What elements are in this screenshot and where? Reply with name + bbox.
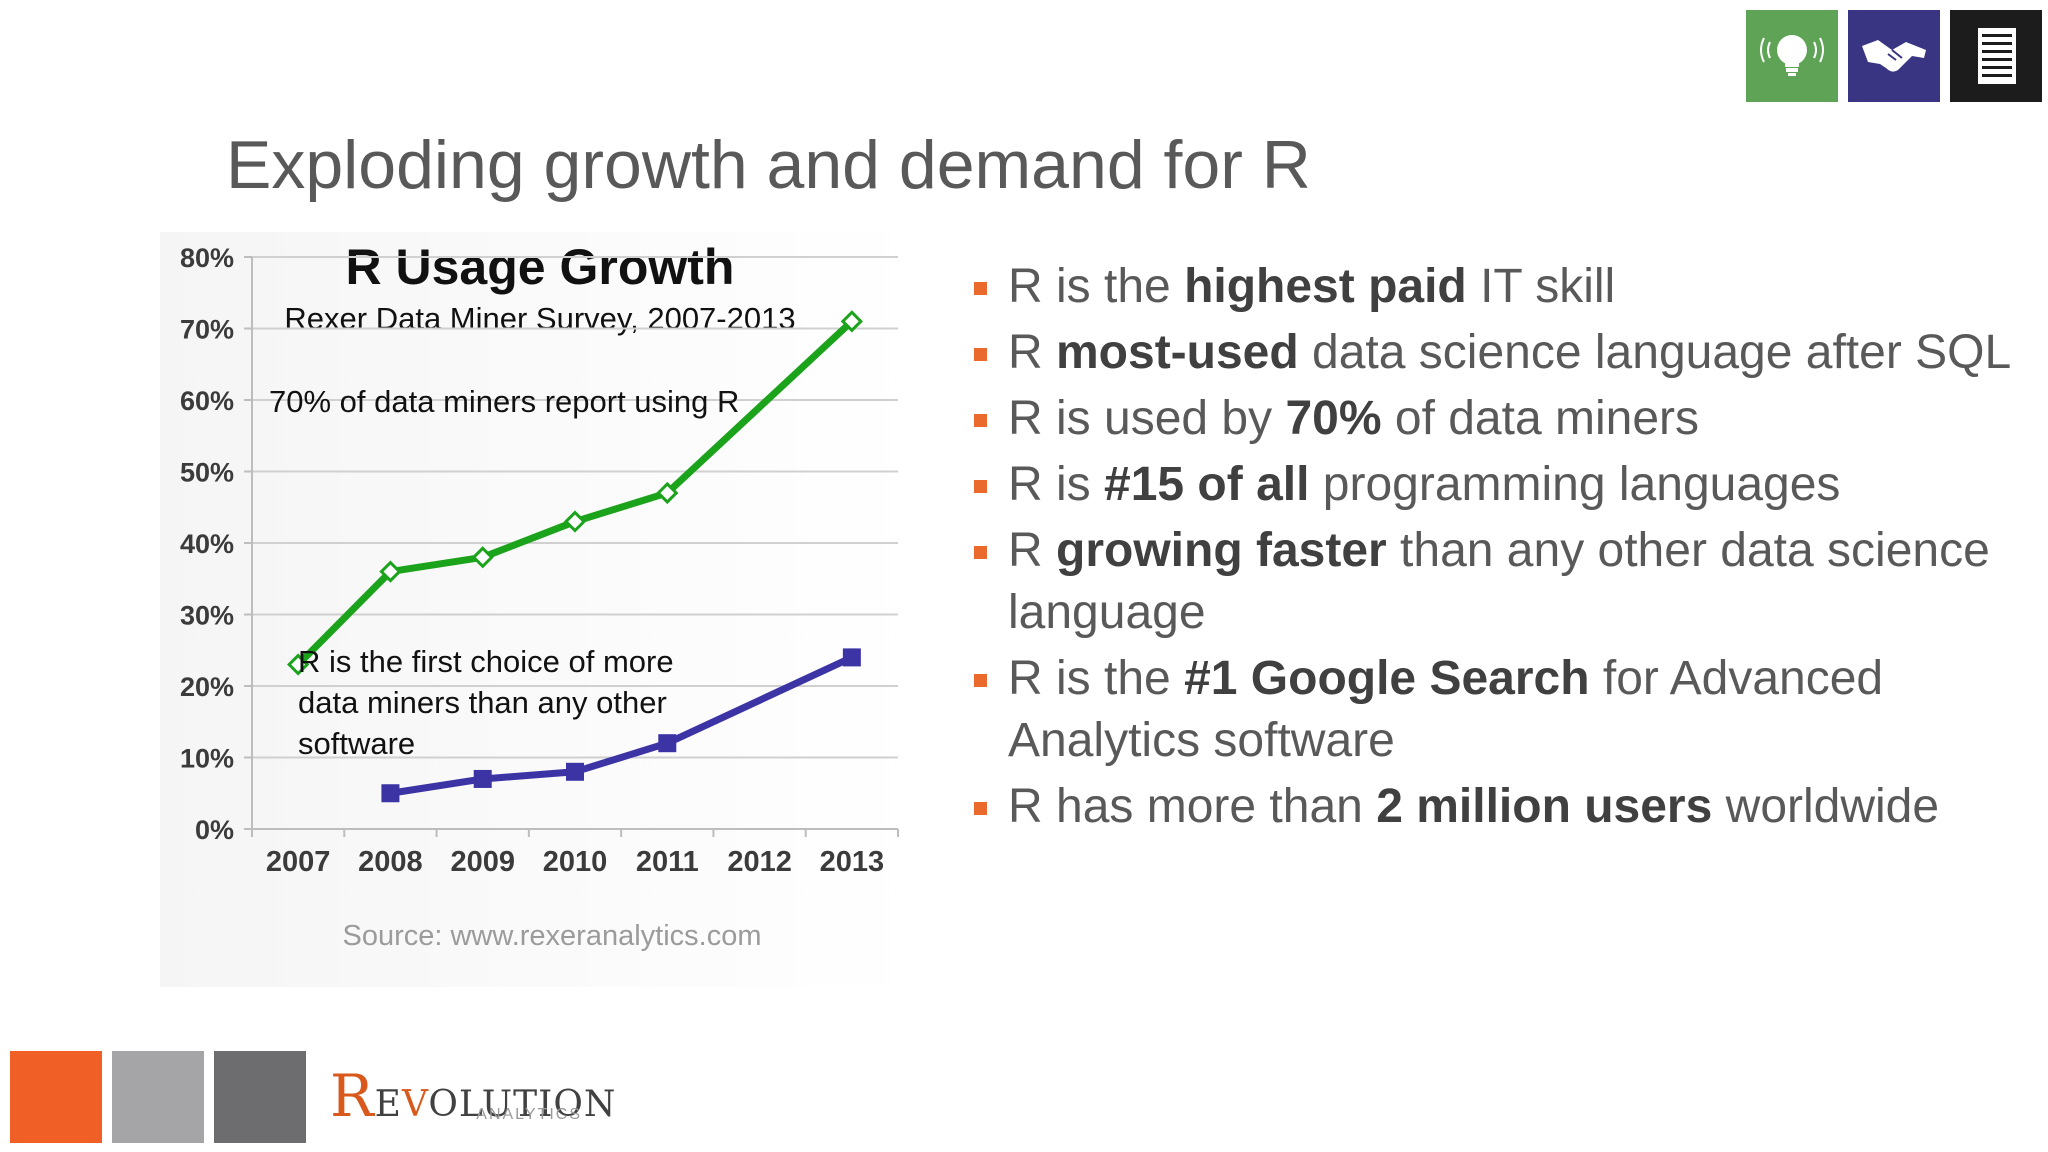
document-icon (1950, 10, 2042, 102)
chart-subtitle: Rexer Data Miner Survey, 2007-2013 (284, 301, 795, 336)
y-tick-label: 60% (180, 386, 234, 416)
bullet-text: R is used by (1008, 392, 1286, 445)
series-1-point (381, 784, 400, 803)
bullet-item: R most-used data science language after … (970, 322, 2030, 384)
chart-annotation: 70% of data miners report using R (269, 384, 739, 419)
bullet-text: R (1008, 524, 1056, 577)
bullet-emphasis: growing faster (1056, 524, 1387, 577)
bullet-marker-icon (974, 480, 987, 493)
bullet-item: R has more than 2 million users worldwid… (970, 776, 2030, 838)
series-0-point (287, 653, 310, 676)
series-1-point (658, 734, 677, 753)
x-tick-label: 2010 (543, 846, 608, 878)
bullet-marker-icon (974, 674, 987, 687)
x-tick-label: 2007 (266, 846, 331, 878)
bullet-marker-icon (974, 546, 987, 559)
bullet-item: R is used by 70% of data miners (970, 388, 2030, 450)
bullet-text: worldwide (1712, 780, 1940, 833)
revolution-analytics-logo: REVOLUTION ANALYTICS (330, 1062, 615, 1142)
chart-annotation: software (298, 726, 415, 761)
footer-square-dark-gray (214, 1051, 306, 1143)
series-0-point (840, 310, 863, 333)
logo-subtitle: ANALYTICS (476, 1106, 582, 1123)
chart-annotation: data miners than any other (298, 685, 667, 720)
bullet-item: R growing faster than any other data sci… (970, 520, 2030, 644)
footer-square-light-gray (112, 1051, 204, 1143)
bullet-item: R is #15 of all programming languages (970, 454, 2030, 516)
x-tick-label: 2012 (727, 846, 792, 878)
y-tick-label: 30% (180, 601, 234, 631)
y-tick-label: 70% (180, 315, 234, 345)
chart-panel: R Usage Growth Rexer Data Miner Survey, 2… (160, 232, 920, 987)
y-tick-label: 40% (180, 529, 234, 559)
chart-title: R Usage Growth (346, 239, 735, 295)
series-0-point (563, 510, 587, 533)
chart-source: Source: www.rexeranalytics.com (342, 920, 761, 952)
bullet-item: R is the #1 Google Search for Advanced A… (970, 648, 2030, 772)
x-tick-label: 2009 (450, 846, 515, 878)
bullet-text: IT skill (1466, 260, 1616, 313)
y-tick-label: 50% (180, 458, 234, 488)
y-tick-label: 0% (195, 815, 234, 845)
bullet-text: R has more than (1008, 780, 1377, 833)
bullet-emphasis: 70% (1285, 392, 1382, 445)
bullet-text: data science language after SQL (1298, 326, 2012, 379)
bullet-list: R is the highest paid IT skill R most-use… (970, 256, 2030, 842)
series-0-line (295, 318, 855, 668)
bullet-item: R is the highest paid IT skill (970, 256, 2030, 318)
y-tick-label: 20% (180, 672, 234, 702)
bullet-text: R (1008, 326, 1056, 379)
bullet-emphasis: #1 Google Search (1184, 652, 1590, 705)
y-tick-label: 10% (180, 744, 234, 774)
bullet-text: for Advanced Analytics software (1008, 652, 1884, 767)
series-0-point (471, 546, 494, 569)
footer-square-orange (10, 1051, 102, 1143)
x-tick-label: 2008 (358, 846, 423, 878)
footer-squares (10, 1051, 306, 1143)
series-0-point (379, 560, 402, 583)
bullet-marker-icon (974, 282, 987, 295)
bullet-emphasis: #15 of all (1104, 458, 1310, 511)
series-1-point (842, 648, 861, 667)
logo-wordmark: REVOLUTION (330, 1062, 617, 1130)
bullet-marker-icon (974, 802, 987, 815)
bullet-text: R is (1008, 458, 1104, 511)
x-tick-label: 2011 (636, 846, 699, 878)
bullet-text: R is the (1008, 260, 1185, 313)
bullet-text: programming languages (1309, 458, 1841, 511)
series-1-point (473, 769, 492, 788)
bullet-text: R is the (1008, 652, 1185, 705)
bullet-marker-icon (974, 414, 987, 427)
bullet-text: than any other data science language (1008, 524, 1990, 639)
handshake-icon (1848, 10, 1940, 102)
usage-growth-chart: R Usage Growth Rexer Data Miner Survey, 2… (180, 239, 899, 952)
bullet-emphasis: 2 million users (1376, 780, 1713, 833)
slide-title: Exploding growth and demand for R (226, 127, 1311, 203)
bullet-emphasis: highest paid (1184, 260, 1467, 313)
bullet-text: of data miners (1381, 392, 1700, 445)
y-tick-label: 80% (180, 243, 234, 273)
top-icons (1746, 10, 2042, 102)
chart-annotation: R is the first choice of more (298, 644, 674, 679)
series-1-point (566, 762, 584, 781)
bullet-emphasis: most-used (1056, 326, 1299, 379)
lightbulb-icon (1746, 10, 1838, 102)
x-tick-label: 2013 (820, 846, 885, 878)
bullet-marker-icon (974, 348, 987, 361)
series-0-point (656, 481, 679, 505)
